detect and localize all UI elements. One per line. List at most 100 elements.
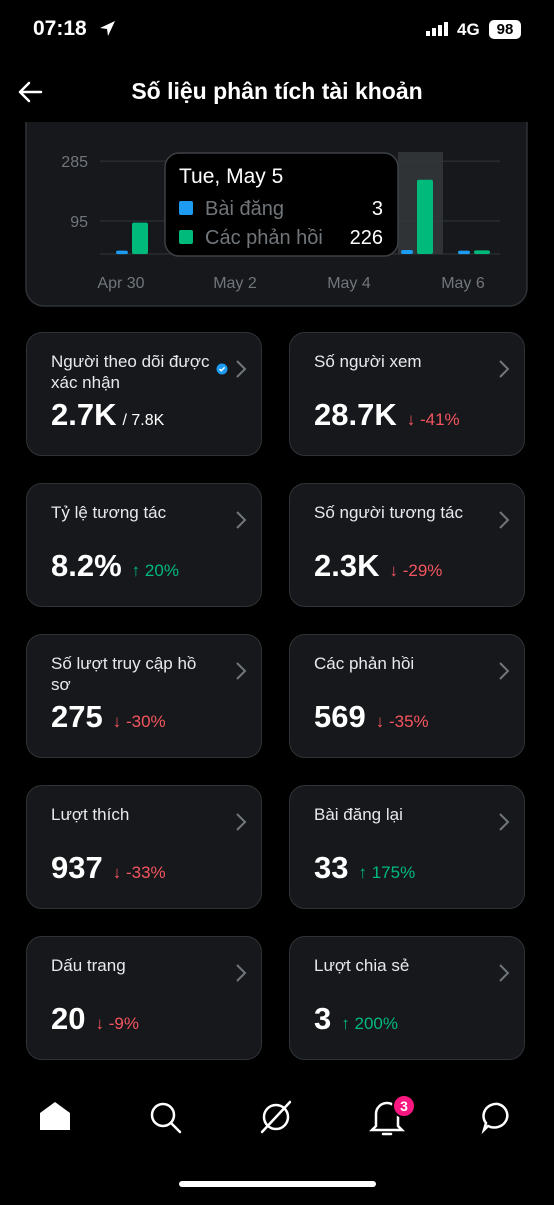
- metric-card[interactable]: Lượt chia sẻ 3 ↑ 200%: [289, 936, 525, 1060]
- metric-label: Lượt chia sẻ: [314, 956, 410, 975]
- metric-change: ↓ -35%: [376, 712, 429, 731]
- change-value: 200%: [354, 1014, 398, 1033]
- metric-label: Số lượt truy cập hồ sơ: [51, 654, 197, 694]
- notifications-tab[interactable]: [368, 1101, 406, 1132]
- bar: [474, 250, 490, 254]
- metric-change: ↑ 20%: [132, 561, 179, 580]
- change-value: -9%: [108, 1014, 139, 1033]
- tooltip-box: [164, 152, 399, 257]
- top-bar: 07:18 4G 98 Số liệu phân tích tài khoản: [0, 0, 554, 122]
- tooltip-title: Tue, May 5: [179, 165, 283, 188]
- notification-badge: 3: [400, 1098, 408, 1114]
- badge-bg: [392, 1094, 416, 1118]
- metric-value: 28.7K ↓ -41%: [314, 397, 460, 433]
- change-value: -41%: [419, 410, 460, 429]
- home-tab[interactable]: [40, 1102, 70, 1130]
- legend-label: Các phản hồi: [205, 227, 323, 249]
- metric-label: Các phản hồi: [314, 654, 415, 673]
- legend-label: Bài đăng: [205, 198, 284, 220]
- metric-number: 3: [314, 1001, 332, 1036]
- trend-arrow: ↑: [341, 1014, 355, 1033]
- metric-change: ↓ -33%: [113, 863, 166, 882]
- grok-tab[interactable]: [262, 1103, 290, 1131]
- metric-change: ↓ -9%: [95, 1014, 138, 1033]
- chart-region: 95 285 Apr 30 May 2 May 4 May 6 Tue, May 5 Bài …: [0, 122, 554, 312]
- bar: [401, 250, 413, 254]
- metric-card[interactable]: Người theo dõi được xác nhận 2.7K / 7.8K: [26, 332, 262, 456]
- metric-value: 2.3K ↓ -29%: [314, 548, 442, 584]
- network: 4G: [457, 20, 480, 39]
- bottom-nav: 3: [0, 1080, 554, 1200]
- back-button[interactable]: [16, 78, 44, 106]
- metric-number: 937: [51, 850, 103, 885]
- tooltip: Tue, May 5 Bài đăng 3 Các phản hồi 226: [164, 152, 399, 257]
- y-tick-label: 285: [61, 154, 88, 171]
- metric-card[interactable]: Lượt thích 937 ↓ -33%: [26, 785, 262, 909]
- metric-change: ↑ 175%: [358, 863, 415, 882]
- x-tick-label: May 2: [213, 275, 257, 292]
- trend-arrow: ↓: [389, 561, 403, 580]
- change-value: -30%: [125, 712, 166, 731]
- metric-number: 28.7K: [314, 397, 397, 432]
- metric-change: ↑ 200%: [341, 1014, 398, 1033]
- metric-change: ↓ -29%: [389, 561, 442, 580]
- metric-value: 3 ↑ 200%: [314, 1001, 398, 1037]
- status-time: 07:18: [33, 17, 87, 40]
- trend-arrow: ↓: [406, 410, 420, 429]
- metric-card[interactable]: Các phản hồi 569 ↓ -35%: [289, 634, 525, 758]
- metric-label: Dấu trang: [51, 956, 126, 975]
- chevron: [499, 360, 510, 378]
- x-tick-label: May 4: [327, 275, 371, 292]
- metric-card[interactable]: Dấu trang 20 ↓ -9%: [26, 936, 262, 1060]
- metric-change: ↓ -30%: [113, 712, 166, 731]
- x-tick-label: Apr 30: [97, 275, 144, 292]
- metric-number: 569: [314, 699, 366, 734]
- metric-card[interactable]: Số người tương tác 2.3K ↓ -29%: [289, 483, 525, 607]
- location-icon: [100, 21, 115, 36]
- bar: [417, 179, 433, 254]
- x-tick-label: May 6: [441, 275, 485, 292]
- metric-value: 20 ↓ -9%: [51, 1001, 139, 1037]
- signal-icon: [426, 22, 448, 36]
- metric-number: 2.7K: [51, 397, 117, 432]
- legend-swatch: [179, 201, 193, 215]
- metric-value: 569 ↓ -35%: [314, 699, 429, 735]
- metric-value: 937 ↓ -33%: [51, 850, 166, 886]
- metric-number: 275: [51, 699, 103, 734]
- change-value: 20%: [144, 561, 179, 580]
- metric-value: 2.7K / 7.8K: [51, 397, 164, 433]
- metric-label: Lượt thích: [51, 805, 130, 824]
- page-title: Số liệu phân tích tài khoản: [131, 78, 423, 104]
- metric-card[interactable]: Bài đăng lại 33 ↑ 175%: [289, 785, 525, 909]
- trend-arrow: ↑: [131, 561, 145, 580]
- metric-number: 8.2%: [51, 548, 122, 583]
- metric-card[interactable]: Số người xem 28.7K ↓ -41%: [289, 332, 525, 456]
- search-tab[interactable]: [150, 1102, 176, 1128]
- change-value: -33%: [125, 863, 166, 882]
- metric-value: 8.2% ↑ 20%: [51, 548, 179, 584]
- metric-card[interactable]: Số lượt truy cập hồ sơ 275 ↓ -30%: [26, 634, 262, 758]
- metric-label: Bài đăng lại: [314, 805, 403, 824]
- metric-value: 33 ↑ 175%: [314, 850, 415, 886]
- trend-arrow: ↓: [112, 863, 126, 882]
- metric-sub: / 7.8K: [122, 412, 165, 429]
- chevron: [499, 662, 510, 680]
- chevron: [236, 964, 247, 982]
- messages-tab[interactable]: [481, 1102, 509, 1135]
- metric-value: 275 ↓ -30%: [51, 699, 166, 735]
- metric-number: 33: [314, 850, 349, 885]
- battery: 98: [489, 20, 521, 39]
- chevron: [236, 360, 247, 378]
- tooltip-value: 226: [350, 227, 383, 249]
- change-value: -29%: [402, 561, 443, 580]
- trend-arrow: ↓: [112, 712, 126, 731]
- legend-swatch: [179, 230, 193, 244]
- metric-number: 2.3K: [314, 548, 380, 583]
- nav-icons: 3: [40, 1094, 509, 1187]
- metric-card[interactable]: Tỷ lệ tương tác 8.2% ↑ 20%: [26, 483, 262, 607]
- metric-label: Số người tương tác: [314, 503, 464, 522]
- trend-arrow: ↑: [358, 863, 372, 882]
- bar: [458, 250, 470, 255]
- metric-label: Người theo dõi được xác nhận: [51, 352, 210, 392]
